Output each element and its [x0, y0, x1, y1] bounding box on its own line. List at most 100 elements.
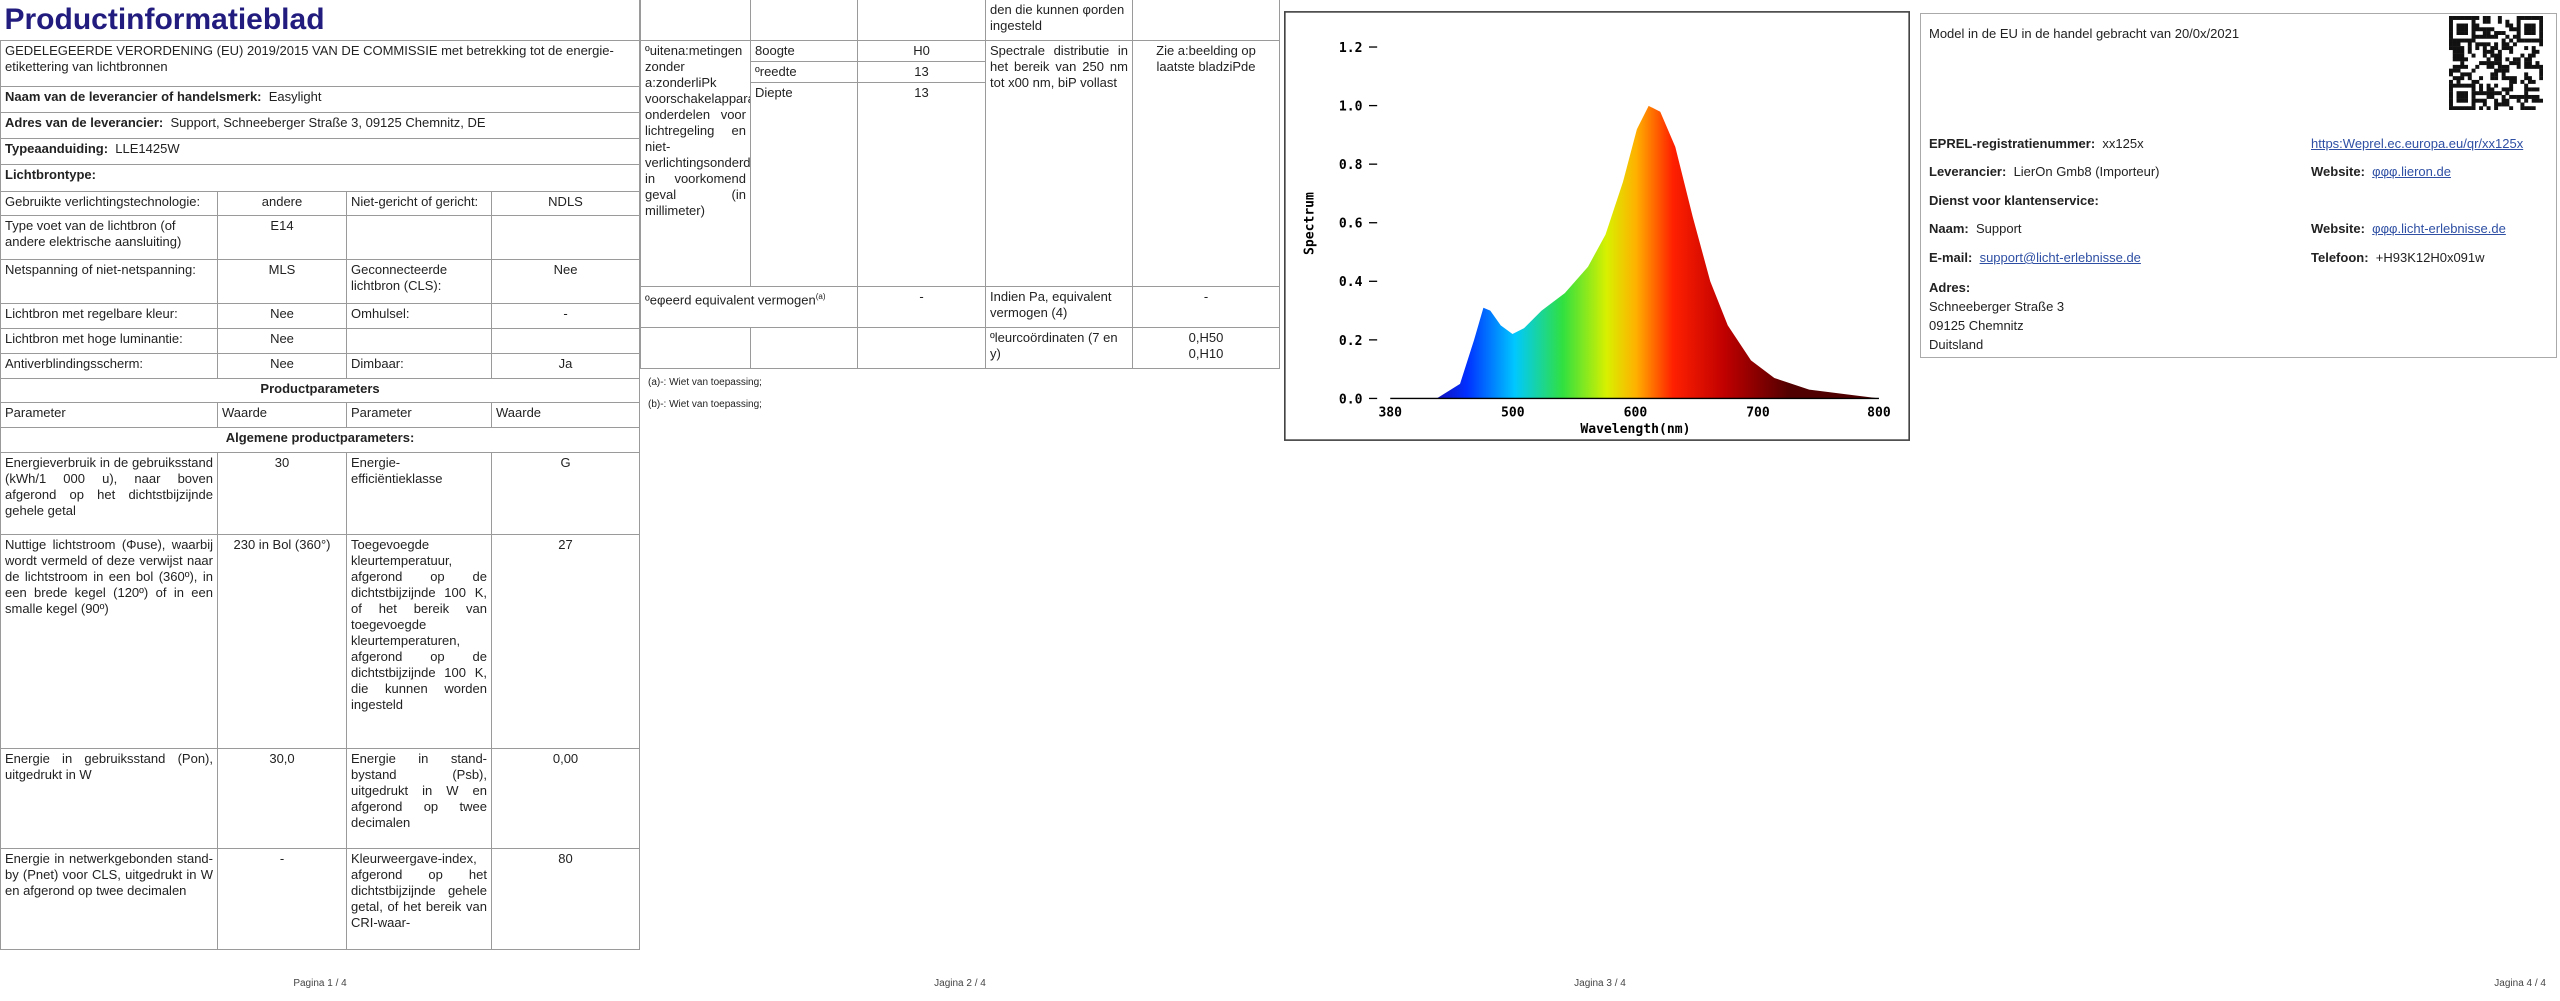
qr-module [2516, 38, 2521, 43]
table-cell: Nee [217, 302, 347, 329]
qr-module [2486, 16, 2491, 20]
qr-module [2527, 38, 2532, 43]
qr-module [2505, 91, 2510, 96]
eprel-link[interactable]: https:Weprel.ec.europa.eu/qr/xx125x [2311, 136, 2524, 151]
text: Duitsland [1929, 337, 1984, 352]
table-row: GEDELEGEERDE VERORDENING (EU) 2019/2015 … [0, 39, 640, 88]
qr-module [2471, 34, 2476, 39]
info-table: den die kunnen φorden ingesteld ºuitena:… [640, 0, 1280, 369]
qr-module [2471, 38, 2476, 43]
text: den die kunnen φorden ingesteld ºuitena:… [640, 0, 1280, 369]
qr-module [2486, 87, 2491, 92]
qr-module [2535, 94, 2540, 99]
qr-module [2494, 83, 2499, 88]
text: 380 500 600 700 800 [1378, 405, 1890, 420]
qr-module [2494, 76, 2499, 81]
qr-module [2460, 91, 2465, 96]
qr-module [2449, 72, 2453, 77]
x-axis-label: Wavelength(nm) [1580, 422, 1690, 437]
qr-module [2456, 98, 2461, 103]
section: Algemene productparameters: [225, 430, 415, 446]
qr-module [2460, 106, 2465, 110]
qr-module [2520, 38, 2525, 43]
qr-module [2512, 34, 2517, 39]
qr-module [2509, 46, 2514, 51]
website-link[interactable]: φφφ.lieron.de [2372, 164, 2451, 179]
x-tick-label: 800 [1867, 405, 1891, 420]
qr-module [2539, 76, 2543, 81]
table-cell: H0 [857, 39, 986, 62]
value: 0,H50 [1188, 329, 1224, 345]
qr-module [2516, 19, 2521, 24]
qr-module [2479, 42, 2484, 47]
qr-module [2527, 53, 2532, 58]
table-row: Productparameters [0, 377, 640, 404]
table-cell: Nee [490, 259, 640, 304]
table-row: Naam van de leverancier of handelsmerk: … [0, 86, 640, 114]
table-cell: Indien Pa, equivalent vermogen (4) [985, 285, 1133, 328]
qr-module [2501, 64, 2506, 69]
qr-module [2460, 64, 2465, 69]
text: Support [1975, 221, 2022, 236]
qr-module [2512, 79, 2517, 84]
qr-module [2516, 61, 2521, 66]
qr-module [2467, 106, 2472, 110]
qr-module [2490, 53, 2495, 58]
qr-module [2471, 31, 2476, 35]
qr-module [2539, 72, 2543, 77]
table-cell [857, 103, 986, 287]
y-tick-label: 1.2 [1339, 41, 1363, 56]
table-cell: Energie-efficiëntieklasse [346, 452, 492, 535]
text: Productinformatieblad GEDELEGEERDE VEROR… [0, 0, 640, 192]
table-cell: Kleurweergave-index, afgerond op het dic… [346, 848, 492, 950]
table-cell: Nee [217, 352, 347, 379]
table-cell: Type voet van de lichtbron (of andere el… [0, 215, 218, 261]
qr-module [2456, 68, 2461, 73]
text: EPREL-registratienummer: xx125x [1929, 136, 2144, 151]
qr-module [2497, 102, 2502, 107]
qr-code [2449, 16, 2543, 110]
qr-module [2501, 94, 2506, 99]
text: 09125 Chemnitz [1929, 318, 2024, 333]
qr-module [2449, 91, 2453, 96]
table-cell: Gebruikte verlichtingstechnologie: [0, 190, 218, 217]
regulation: GEDELEGEERDE VERORDENING (EU) 2019/2015 … [0, 39, 640, 88]
table-cell: - [1132, 285, 1280, 328]
qr-module [2527, 16, 2532, 20]
qr-module [2535, 61, 2540, 66]
qr-module [2460, 23, 2465, 28]
x-tick-label: 380 [1378, 405, 1402, 420]
qr-module [2482, 61, 2487, 66]
qr-module [2539, 42, 2543, 47]
qr-module [2494, 46, 2499, 51]
qr-module [2527, 23, 2532, 28]
qr-module [2449, 31, 2453, 35]
qr-module [2531, 49, 2536, 54]
table-row: Lichtbrontype: [0, 164, 640, 192]
email-link[interactable]: support@licht-erlebnisse.de [1979, 250, 2141, 265]
note: (b)-: Wiet van toepassing; [648, 399, 762, 410]
section: Productparameters [260, 380, 380, 396]
page-2: den die kunnen φorden ingesteld ºuitena:… [640, 0, 1280, 1001]
qr-module [2452, 53, 2457, 58]
qr-module [2509, 76, 2514, 81]
qr-module [2456, 38, 2461, 43]
table-cell: Omhulsel: [346, 302, 492, 329]
qr-module [2449, 16, 2453, 20]
qr-module [2501, 87, 2506, 92]
table-row: Energieverbruik in de gebruiksstand (kWh… [0, 452, 640, 535]
table-row: Netspanning of niet-netspanning: MLS Gecon… [0, 259, 640, 304]
qr-module [2452, 42, 2457, 47]
section: Lichtbrontype: [5, 167, 96, 183]
qr-module [2527, 106, 2532, 110]
website-link[interactable]: φφφ.licht-erlebnisse.de [2372, 221, 2506, 236]
qr-module [2464, 98, 2468, 103]
table-cell: Waarde [217, 402, 347, 429]
qr-module [2524, 98, 2529, 103]
table-cell: Geconnecteerde lichtbron (CLS): [346, 259, 492, 304]
qr-module [2464, 38, 2468, 43]
qr-module [2497, 64, 2502, 69]
table-cell: 8oogte [750, 39, 858, 62]
qr-module [2471, 23, 2476, 28]
table-cell: Waarde [490, 402, 640, 429]
